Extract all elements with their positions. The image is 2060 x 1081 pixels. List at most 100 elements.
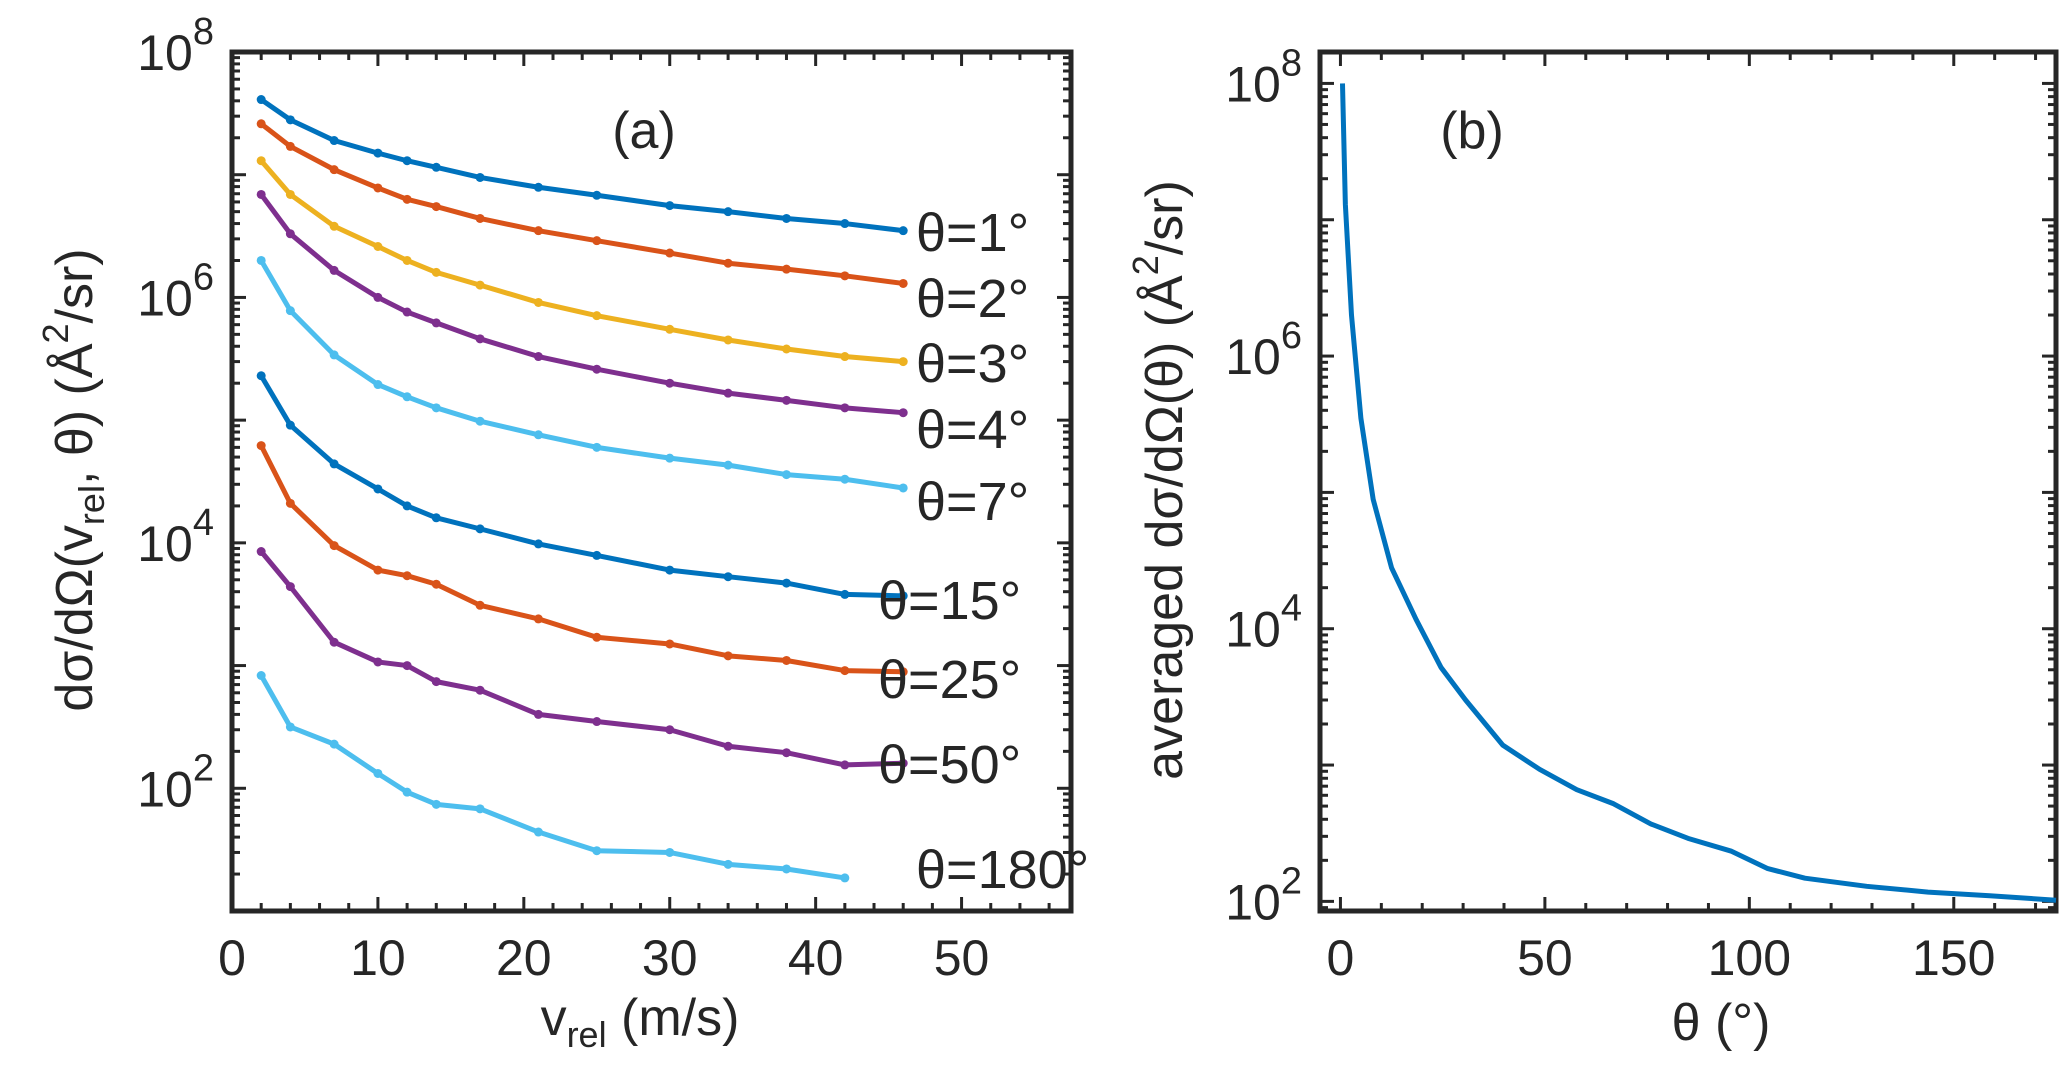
axes-frame	[1317, 49, 2059, 914]
data-point	[898, 226, 908, 236]
ylabel-part: , θ) (Å	[46, 343, 104, 485]
data-point	[723, 859, 733, 869]
data-point	[840, 760, 850, 770]
data-point	[592, 550, 602, 560]
data-point	[723, 258, 733, 268]
series-line	[259, 121, 904, 286]
data-point	[665, 324, 675, 334]
axes-frame	[229, 49, 1074, 914]
data-point	[723, 388, 733, 398]
series-line	[259, 674, 846, 881]
panel-a: (a) dσ/dΩ(vrel, θ) (Å2/sr) vrel (m/s) 10…	[35, 11, 1089, 1055]
data-point	[329, 637, 339, 647]
data-point	[533, 226, 543, 236]
data-point	[402, 307, 412, 317]
data-point	[373, 183, 383, 193]
data-point	[533, 709, 543, 719]
y-tick-label: 104	[1225, 588, 1302, 658]
x-tick-label: 40	[788, 930, 844, 986]
x-tick-label: 100	[1708, 930, 1791, 986]
data-point	[592, 717, 602, 727]
data-point	[431, 799, 441, 809]
series-line	[1339, 83, 2057, 903]
data-point	[723, 460, 733, 470]
xlabel-part: (m/s)	[607, 989, 740, 1047]
x-tick-label: 0	[1327, 930, 1355, 986]
data-point	[475, 334, 485, 344]
data-point	[592, 190, 602, 200]
data-point	[431, 403, 441, 413]
y-tick-base: 10	[1225, 329, 1281, 385]
ylabel-sup: 2	[1125, 255, 1166, 275]
panel-b: (b) averaged dσ/dΩ(θ) (Å2/sr) θ (°) 1021…	[1125, 42, 2059, 1052]
series-label: θ=3°	[916, 334, 1029, 394]
data-point	[592, 632, 602, 642]
data-point	[373, 292, 383, 302]
data-point	[329, 165, 339, 175]
data-point	[256, 547, 266, 557]
data-point	[329, 221, 339, 231]
series-line	[259, 549, 904, 768]
data-point	[402, 156, 412, 166]
y-tick-exp: 2	[1281, 860, 1302, 902]
data-point	[431, 677, 441, 687]
data-point	[840, 666, 850, 676]
data-point	[781, 395, 791, 405]
data-point	[665, 378, 675, 388]
panel-b-label: (b)	[1440, 102, 1504, 160]
series-label: θ=4°	[916, 400, 1029, 460]
data-point	[781, 578, 791, 588]
data-point	[285, 189, 295, 199]
data-point	[592, 442, 602, 452]
data-point	[840, 873, 850, 883]
data-point	[402, 194, 412, 204]
data-point	[373, 768, 383, 778]
data-point	[781, 470, 791, 480]
data-point	[475, 524, 485, 534]
data-point	[475, 804, 485, 814]
y-tick-exp: 8	[1281, 42, 1302, 84]
data-point	[285, 141, 295, 151]
data-point	[475, 280, 485, 290]
data-point	[781, 748, 791, 758]
panel-a-label: (a)	[612, 102, 676, 160]
data-point	[285, 115, 295, 125]
series-label: θ=50°	[878, 735, 1021, 795]
y-tick-base: 10	[1225, 56, 1281, 112]
data-point	[781, 344, 791, 354]
data-point	[431, 267, 441, 277]
xlabel-sub: rel	[567, 1014, 607, 1055]
data-point	[431, 513, 441, 523]
data-point	[329, 459, 339, 469]
ylabel-part: /sr)	[1136, 180, 1194, 255]
x-tick-label: 0	[218, 930, 246, 986]
series-label: θ=7°	[916, 472, 1029, 532]
data-point	[475, 213, 485, 223]
data-point	[840, 352, 850, 362]
data-point	[840, 589, 850, 599]
ylabel-sup: 2	[35, 323, 76, 343]
series-label: θ=2°	[916, 269, 1029, 329]
data-point	[475, 600, 485, 610]
panel-a-xlabel: vrel (m/s)	[541, 989, 740, 1055]
data-point	[533, 539, 543, 549]
data-point	[256, 189, 266, 199]
data-point	[898, 278, 908, 288]
data-point	[475, 416, 485, 426]
y-tick-label: 102	[137, 747, 214, 817]
data-point	[781, 213, 791, 223]
data-point	[533, 182, 543, 192]
data-point	[898, 667, 908, 677]
series-label: θ=1°	[916, 203, 1029, 263]
data-point	[475, 685, 485, 695]
data-point	[373, 657, 383, 667]
data-point	[840, 219, 850, 229]
data-point	[256, 441, 266, 451]
data-point	[285, 229, 295, 239]
y-tick-label: 106	[1225, 315, 1302, 385]
data-point	[256, 371, 266, 381]
y-tick-exp: 4	[193, 502, 214, 544]
x-tick-label: 150	[1912, 930, 1995, 986]
series-line	[259, 97, 904, 234]
data-point	[329, 350, 339, 360]
